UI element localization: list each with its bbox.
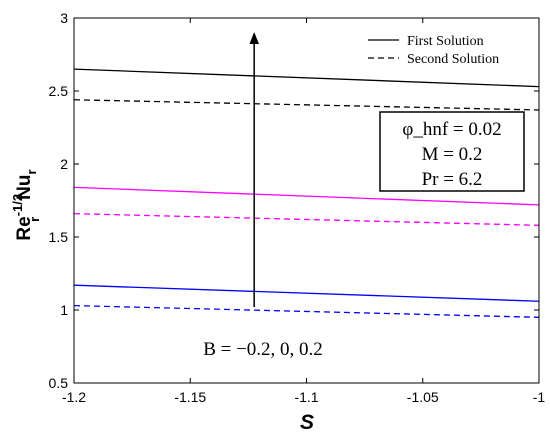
tick-layer: -1.2 -1.15 -1.1 -1.05 -1 0.5 1 1.5 2 2.5 3: [49, 10, 546, 405]
series-line-1: [73, 99, 540, 111]
y-label-base: Re: [14, 216, 35, 240]
legend: First Solution Second Solution: [368, 34, 499, 67]
legend-label-second: Second Solution: [407, 52, 499, 67]
y-tick-label: 2: [60, 156, 68, 172]
series-line-3: [73, 212, 540, 226]
y-tick-label: 1.5: [49, 229, 69, 245]
x-tick-label: -1.15: [174, 389, 206, 405]
series-line-0: [73, 68, 540, 88]
plot-frame: [73, 17, 540, 384]
x-tick-label: -1.2: [62, 389, 86, 405]
param-phi: φ_hnf = 0.02: [402, 119, 501, 140]
legend-label-first: First Solution: [407, 34, 484, 49]
series-line-4: [73, 284, 540, 302]
y-tick-label: 3: [60, 10, 68, 26]
y-label-sub: r: [27, 217, 42, 222]
y-tick-label: 2.5: [49, 83, 69, 99]
y-axis-label: Re-1/2rNur: [10, 169, 42, 240]
y-tick-label: 1: [60, 302, 68, 318]
param-pr: Pr = 6.2: [422, 169, 483, 190]
y-label-sub2: r: [24, 169, 39, 174]
series-line-5: [73, 304, 540, 318]
x-tick-label: -1: [533, 389, 546, 405]
y-label-sup: -1/2: [10, 194, 25, 216]
series-layer: [73, 68, 540, 318]
arrow-label: B = −0.2, 0, 0.2: [203, 339, 323, 360]
x-axis-label: S: [300, 411, 314, 434]
series-line-2: [73, 186, 540, 206]
x-tick-label: -1.1: [294, 389, 318, 405]
y-label-rest: Nu: [14, 174, 35, 199]
svg-text:Re-1/2rNur: Re-1/2rNur: [10, 169, 42, 240]
x-tick-label: -1.05: [407, 389, 439, 405]
y-tick-label: 0.5: [49, 375, 69, 391]
param-m: M = 0.2: [422, 144, 483, 165]
parameter-box-frame: [379, 111, 525, 192]
parameter-box: φ_hnf = 0.02 M = 0.2 Pr = 6.2: [379, 111, 525, 192]
